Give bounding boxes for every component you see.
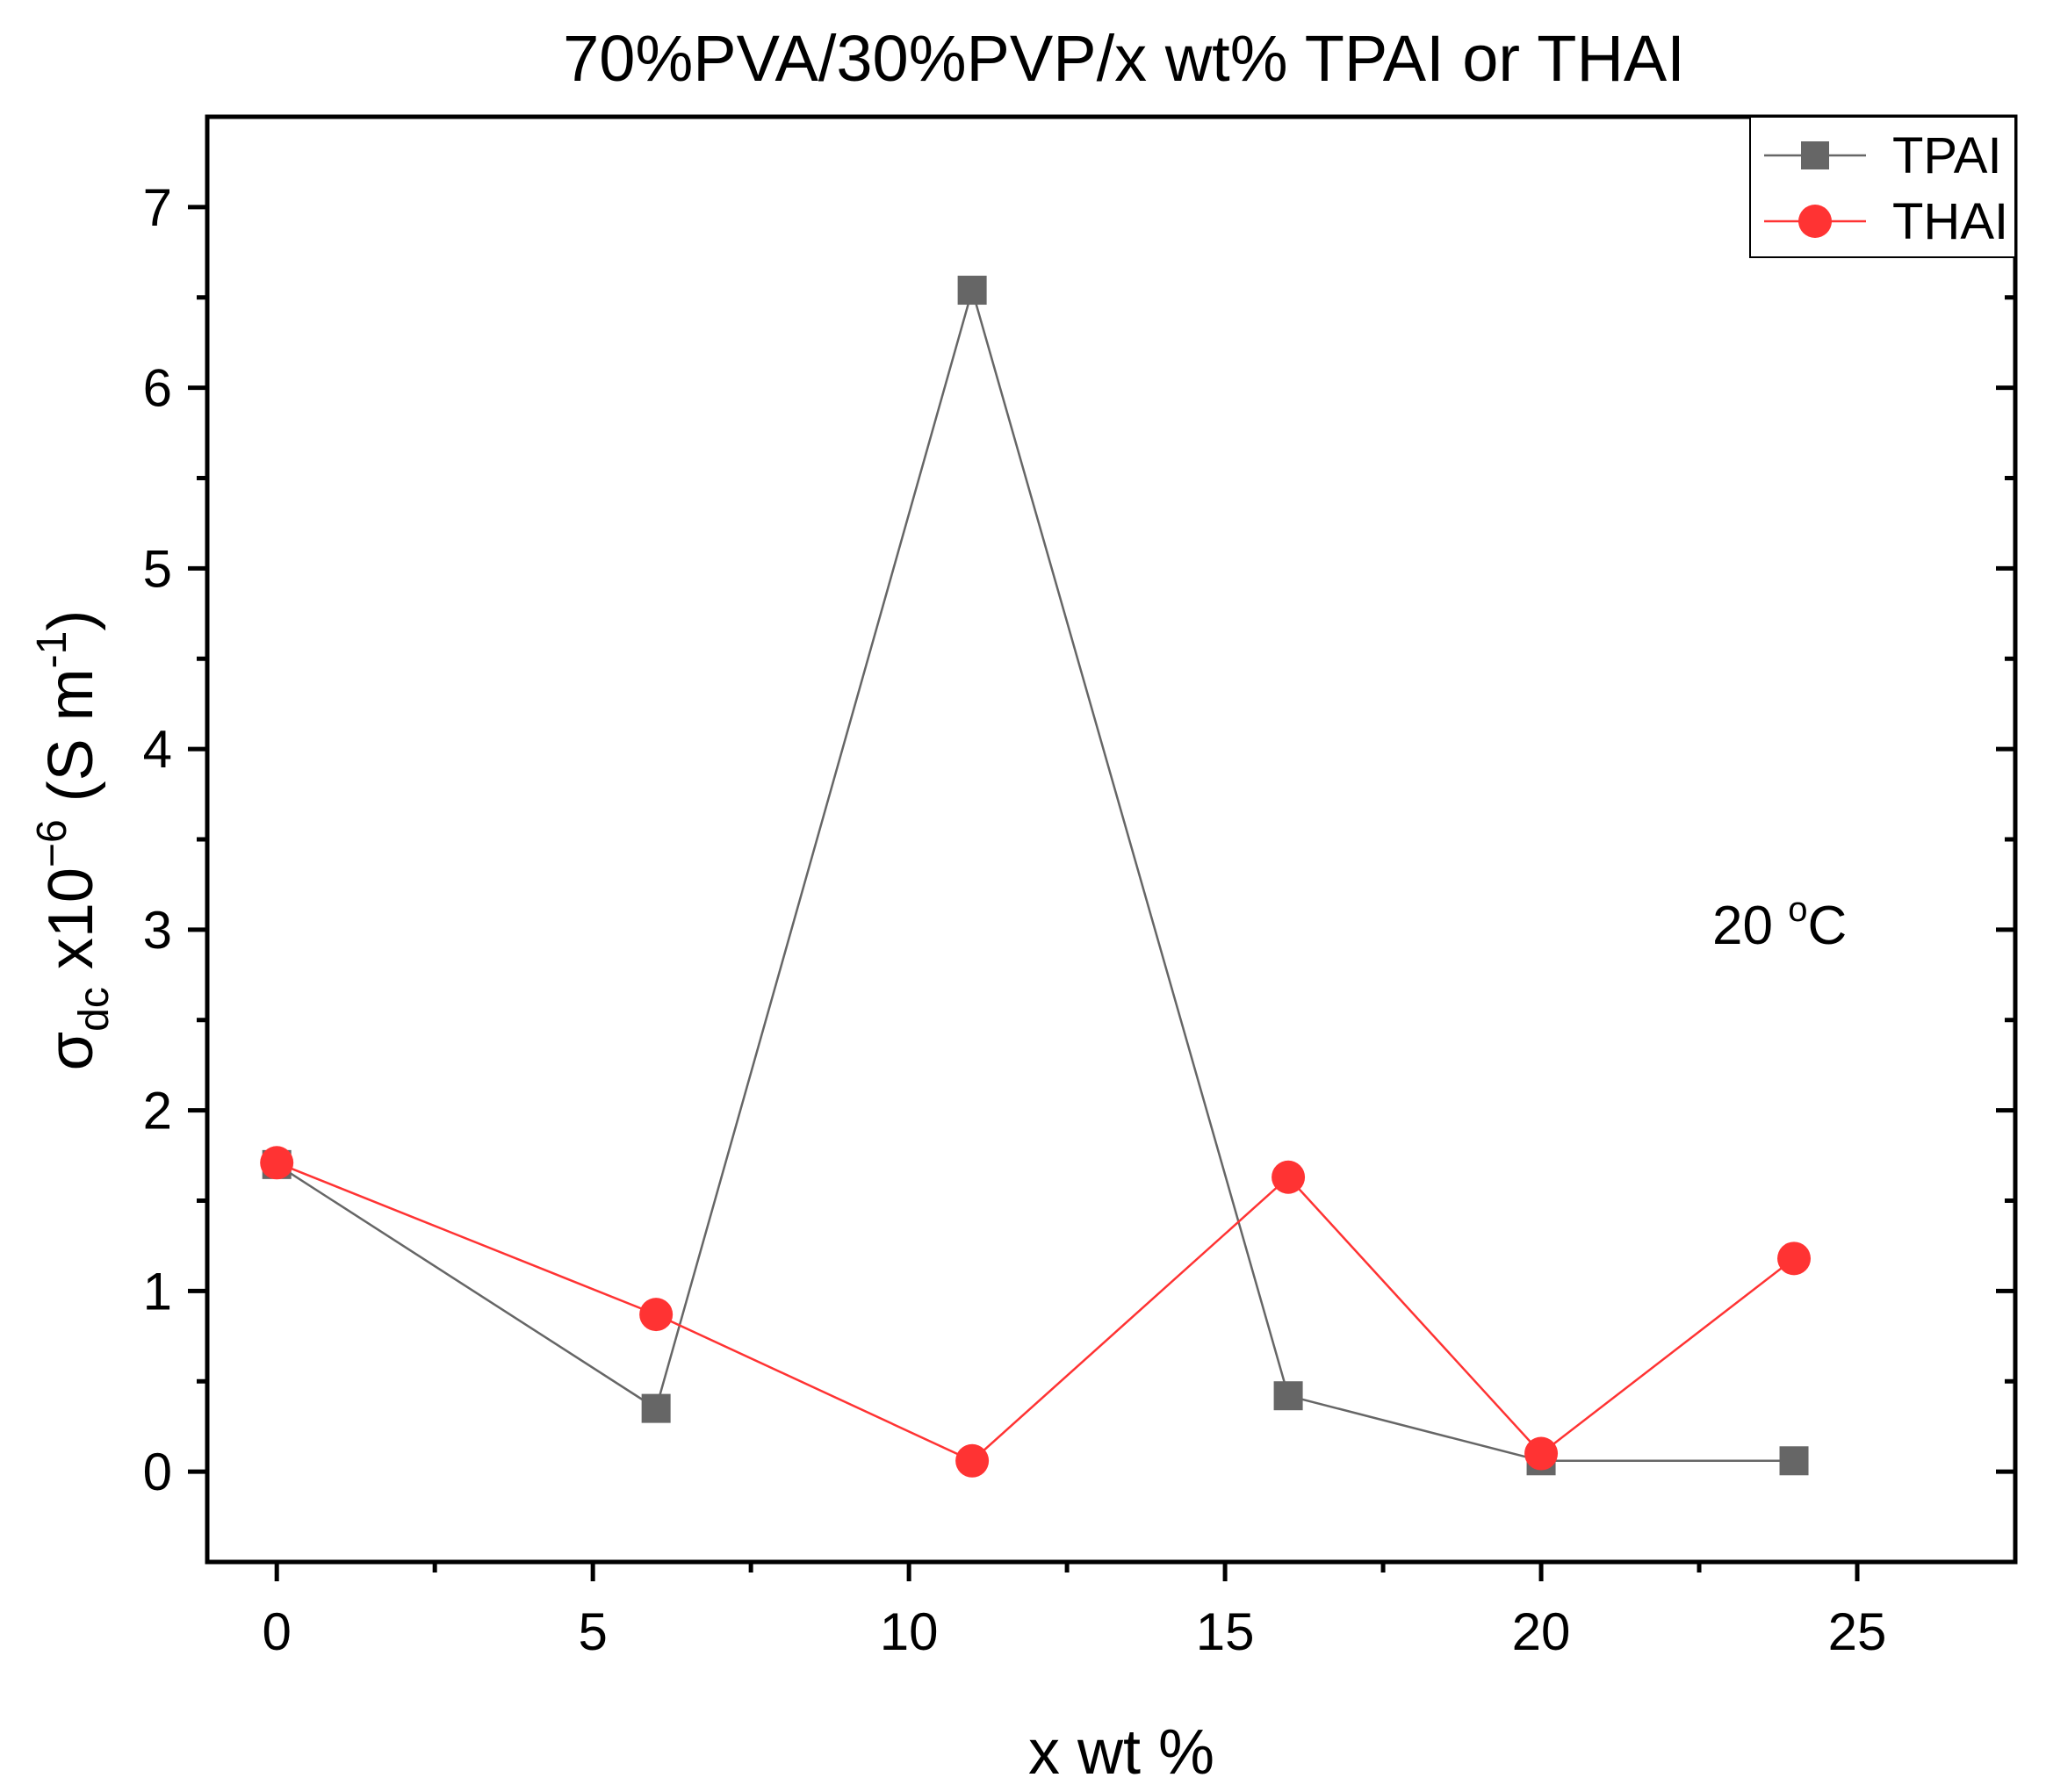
x-tick-label: 5 <box>578 1602 607 1661</box>
y-tick-label: 2 <box>143 1082 172 1141</box>
chart-title: 70%PVA/30%PVP/x wt% TPAI or THAI <box>563 22 1685 95</box>
series-line-tpai <box>276 285 1795 1463</box>
data-point-tpai <box>1273 1381 1303 1411</box>
annotation-unit: C <box>1807 896 1847 956</box>
series-layer <box>260 276 1812 1478</box>
y-axis-label: σdc x10−6 (S m-1) <box>29 610 118 1071</box>
legend-box <box>1749 116 2016 258</box>
data-point-thai <box>1272 1160 1306 1194</box>
data-point-tpai <box>641 1393 671 1423</box>
annotation-value: 20 <box>1712 896 1788 956</box>
legend-label-thai: THAI <box>1892 193 2008 250</box>
x-tick-label: 25 <box>1828 1602 1887 1661</box>
data-point-tpai <box>1779 1446 1809 1476</box>
data-point-thai <box>955 1443 990 1478</box>
y-tick-label: 5 <box>143 539 172 598</box>
y-tick-label: 1 <box>143 1262 172 1321</box>
y-label-exponent: −6 <box>29 819 76 867</box>
y-label-subscript: dc <box>71 987 118 1032</box>
data-point-thai <box>1524 1436 1559 1471</box>
temperature-annotation: 20 oC <box>1712 890 1847 956</box>
legend-marker-tpai <box>1801 141 1829 169</box>
y-label-multiplier: x10 <box>36 867 106 987</box>
legend-marker-thai <box>1798 205 1832 238</box>
y-label-close: ) <box>36 610 106 631</box>
data-point-tpai <box>957 276 987 306</box>
x-tick-label: 20 <box>1512 1602 1571 1661</box>
y-label-symbol: σ <box>36 1032 106 1070</box>
x-tick-label: 10 <box>880 1602 939 1661</box>
data-point-thai <box>1777 1241 1812 1276</box>
x-tick-label: 0 <box>263 1602 292 1661</box>
y-tick-label: 3 <box>143 901 172 960</box>
x-tick-label: 15 <box>1196 1602 1255 1661</box>
y-label-unit: (S m <box>36 668 106 819</box>
axis-ticks: 0 5 10 15 20 25 0 1 2 3 4 5 6 7 <box>143 178 2015 1661</box>
legend: TPAI THAI <box>1749 116 2016 258</box>
series-line-thai <box>276 1162 1795 1463</box>
legend-label-tpai: TPAI <box>1892 127 2002 184</box>
series-thai <box>260 1146 1812 1478</box>
annotation-degree: o <box>1788 890 1807 929</box>
y-label-unit-exponent: -1 <box>29 631 76 669</box>
x-axis-label: x wt % <box>1028 1717 1214 1788</box>
y-tick-label: 7 <box>143 178 172 237</box>
y-tick-label: 4 <box>143 720 172 779</box>
y-tick-label: 6 <box>143 359 172 418</box>
data-point-thai <box>639 1298 674 1332</box>
y-tick-label: 0 <box>143 1443 172 1501</box>
data-point-thai <box>260 1146 294 1180</box>
